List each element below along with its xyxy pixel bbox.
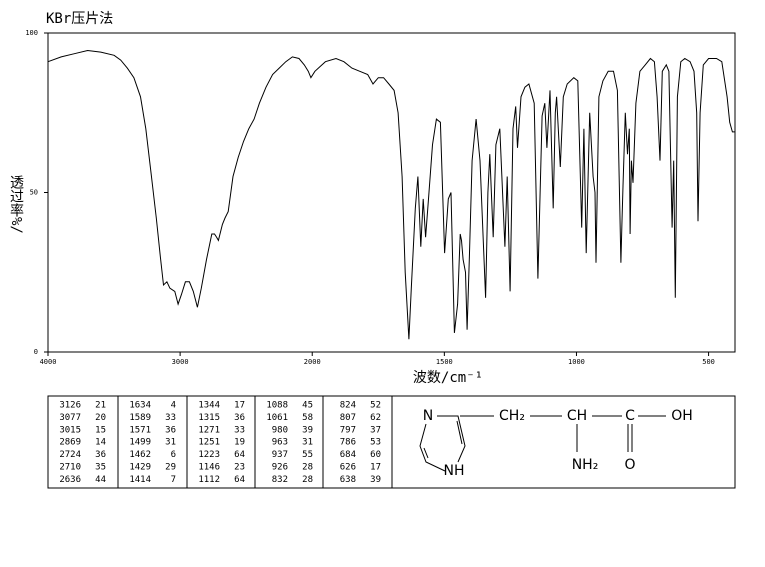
peak-transmittance: 14 xyxy=(95,438,106,448)
peak-wavenumber: 1061 xyxy=(266,413,288,423)
peak-wavenumber: 3126 xyxy=(59,401,81,411)
y-tick-label: 50 xyxy=(30,189,38,197)
x-tick-label: 1500 xyxy=(436,358,453,366)
x-tick-label: 3000 xyxy=(172,358,189,366)
y-tick-label: 0 xyxy=(34,348,38,356)
peak-wavenumber: 3077 xyxy=(59,413,81,423)
x-tick-label: 500 xyxy=(702,358,715,366)
peak-transmittance: 36 xyxy=(95,450,106,460)
peak-transmittance: 6 xyxy=(171,450,176,460)
atom-label: C xyxy=(625,408,635,424)
chain-bonds xyxy=(460,415,666,452)
peak-wavenumber: 1223 xyxy=(198,450,220,460)
peak-transmittance: 33 xyxy=(165,413,176,423)
ring-bonds xyxy=(419,415,466,472)
peak-wavenumber: 2869 xyxy=(59,438,81,448)
peak-wavenumber: 786 xyxy=(340,438,356,448)
peak-transmittance: 36 xyxy=(234,413,245,423)
peak-transmittance: 39 xyxy=(302,425,313,435)
peak-wavenumber: 1271 xyxy=(198,425,220,435)
peak-wavenumber: 1112 xyxy=(198,475,220,485)
spectrum-line xyxy=(47,49,735,340)
peak-transmittance: 7 xyxy=(171,475,176,485)
peak-wavenumber: 1315 xyxy=(198,413,220,423)
peak-transmittance: 64 xyxy=(234,475,245,485)
atom-label: CH₂ xyxy=(499,408,525,424)
peak-wavenumber: 980 xyxy=(272,425,288,435)
peak-transmittance: 36 xyxy=(165,425,176,435)
peak-transmittance: 62 xyxy=(370,413,381,423)
peak-transmittance: 35 xyxy=(95,463,106,473)
peak-transmittance: 17 xyxy=(234,401,245,411)
peak-transmittance: 58 xyxy=(302,413,313,423)
peak-wavenumber: 2636 xyxy=(59,475,81,485)
peak-wavenumber: 1429 xyxy=(129,463,151,473)
peak-transmittance: 60 xyxy=(370,450,381,460)
x-axis-label: 波数/cm⁻¹ xyxy=(413,370,483,386)
peak-wavenumber: 684 xyxy=(340,450,356,460)
peak-transmittance: 28 xyxy=(302,463,313,473)
peak-transmittance: 33 xyxy=(234,425,245,435)
peak-wavenumber: 797 xyxy=(340,425,356,435)
peak-transmittance: 55 xyxy=(302,450,313,460)
peak-transmittance: 29 xyxy=(165,463,176,473)
peak-transmittance: 21 xyxy=(95,401,106,411)
x-tick-label: 4000 xyxy=(40,358,57,366)
peak-transmittance: 23 xyxy=(234,463,245,473)
peak-wavenumber: 824 xyxy=(340,401,356,411)
peak-transmittance: 44 xyxy=(95,475,106,485)
atom-label: NH₂ xyxy=(572,457,599,473)
peak-transmittance: 4 xyxy=(171,401,176,411)
chart-title: KBr压片法 xyxy=(46,11,113,27)
peak-transmittance: 52 xyxy=(370,401,381,411)
peak-wavenumber: 1146 xyxy=(198,463,220,473)
x-tick-label: 1000 xyxy=(568,358,585,366)
peak-wavenumber: 1571 xyxy=(129,425,151,435)
peak-transmittance: 20 xyxy=(95,413,106,423)
peak-wavenumber: 1499 xyxy=(129,438,151,448)
peak-transmittance: 31 xyxy=(165,438,176,448)
atom-label: N xyxy=(423,408,433,424)
peak-wavenumber: 626 xyxy=(340,463,356,473)
peak-wavenumber: 937 xyxy=(272,450,288,460)
peak-wavenumber: 2724 xyxy=(59,450,81,460)
ring-double-bonds xyxy=(423,420,463,459)
peak-wavenumber: 1634 xyxy=(129,401,151,411)
peak-transmittance: 39 xyxy=(370,475,381,485)
y-tick-label: 100 xyxy=(25,29,38,37)
peak-wavenumber: 1088 xyxy=(266,401,288,411)
peak-transmittance: 64 xyxy=(234,450,245,460)
peak-wavenumber: 926 xyxy=(272,463,288,473)
peak-wavenumber: 1414 xyxy=(129,475,151,485)
peak-wavenumber: 2710 xyxy=(59,463,81,473)
peak-wavenumber: 963 xyxy=(272,438,288,448)
plot-frame xyxy=(47,32,736,353)
peak-transmittance: 53 xyxy=(370,438,381,448)
peak-transmittance: 15 xyxy=(95,425,106,435)
peak-transmittance: 17 xyxy=(370,463,381,473)
peak-wavenumber: 3015 xyxy=(59,425,81,435)
peak-wavenumber: 832 xyxy=(272,475,288,485)
peak-transmittance: 37 xyxy=(370,425,381,435)
peak-wavenumber: 1589 xyxy=(129,413,151,423)
peak-wavenumber: 638 xyxy=(340,475,356,485)
peak-transmittance: 45 xyxy=(302,401,313,411)
atom-label: NH xyxy=(444,463,465,479)
y-axis-label: 透过率%/ xyxy=(8,175,24,234)
peak-wavenumber: 1344 xyxy=(198,401,220,411)
atom-label: CH xyxy=(567,408,587,424)
peak-wavenumber: 1462 xyxy=(129,450,151,460)
atom-label: OH xyxy=(671,408,693,424)
peak-wavenumber: 1251 xyxy=(198,438,220,448)
peak-transmittance: 19 xyxy=(234,438,245,448)
x-tick-label: 2000 xyxy=(304,358,321,366)
structure: N NH CH₂ CH C OH NH₂ O xyxy=(419,408,693,479)
peak-transmittance: 28 xyxy=(302,475,313,485)
peak-table: 3126 21 3077 20 3015 15 2869 14 2724 36 2710 35 2636… xyxy=(47,395,736,489)
peak-transmittance: 31 xyxy=(302,438,313,448)
atom-label: O xyxy=(624,457,635,473)
peak-wavenumber: 807 xyxy=(340,413,356,423)
